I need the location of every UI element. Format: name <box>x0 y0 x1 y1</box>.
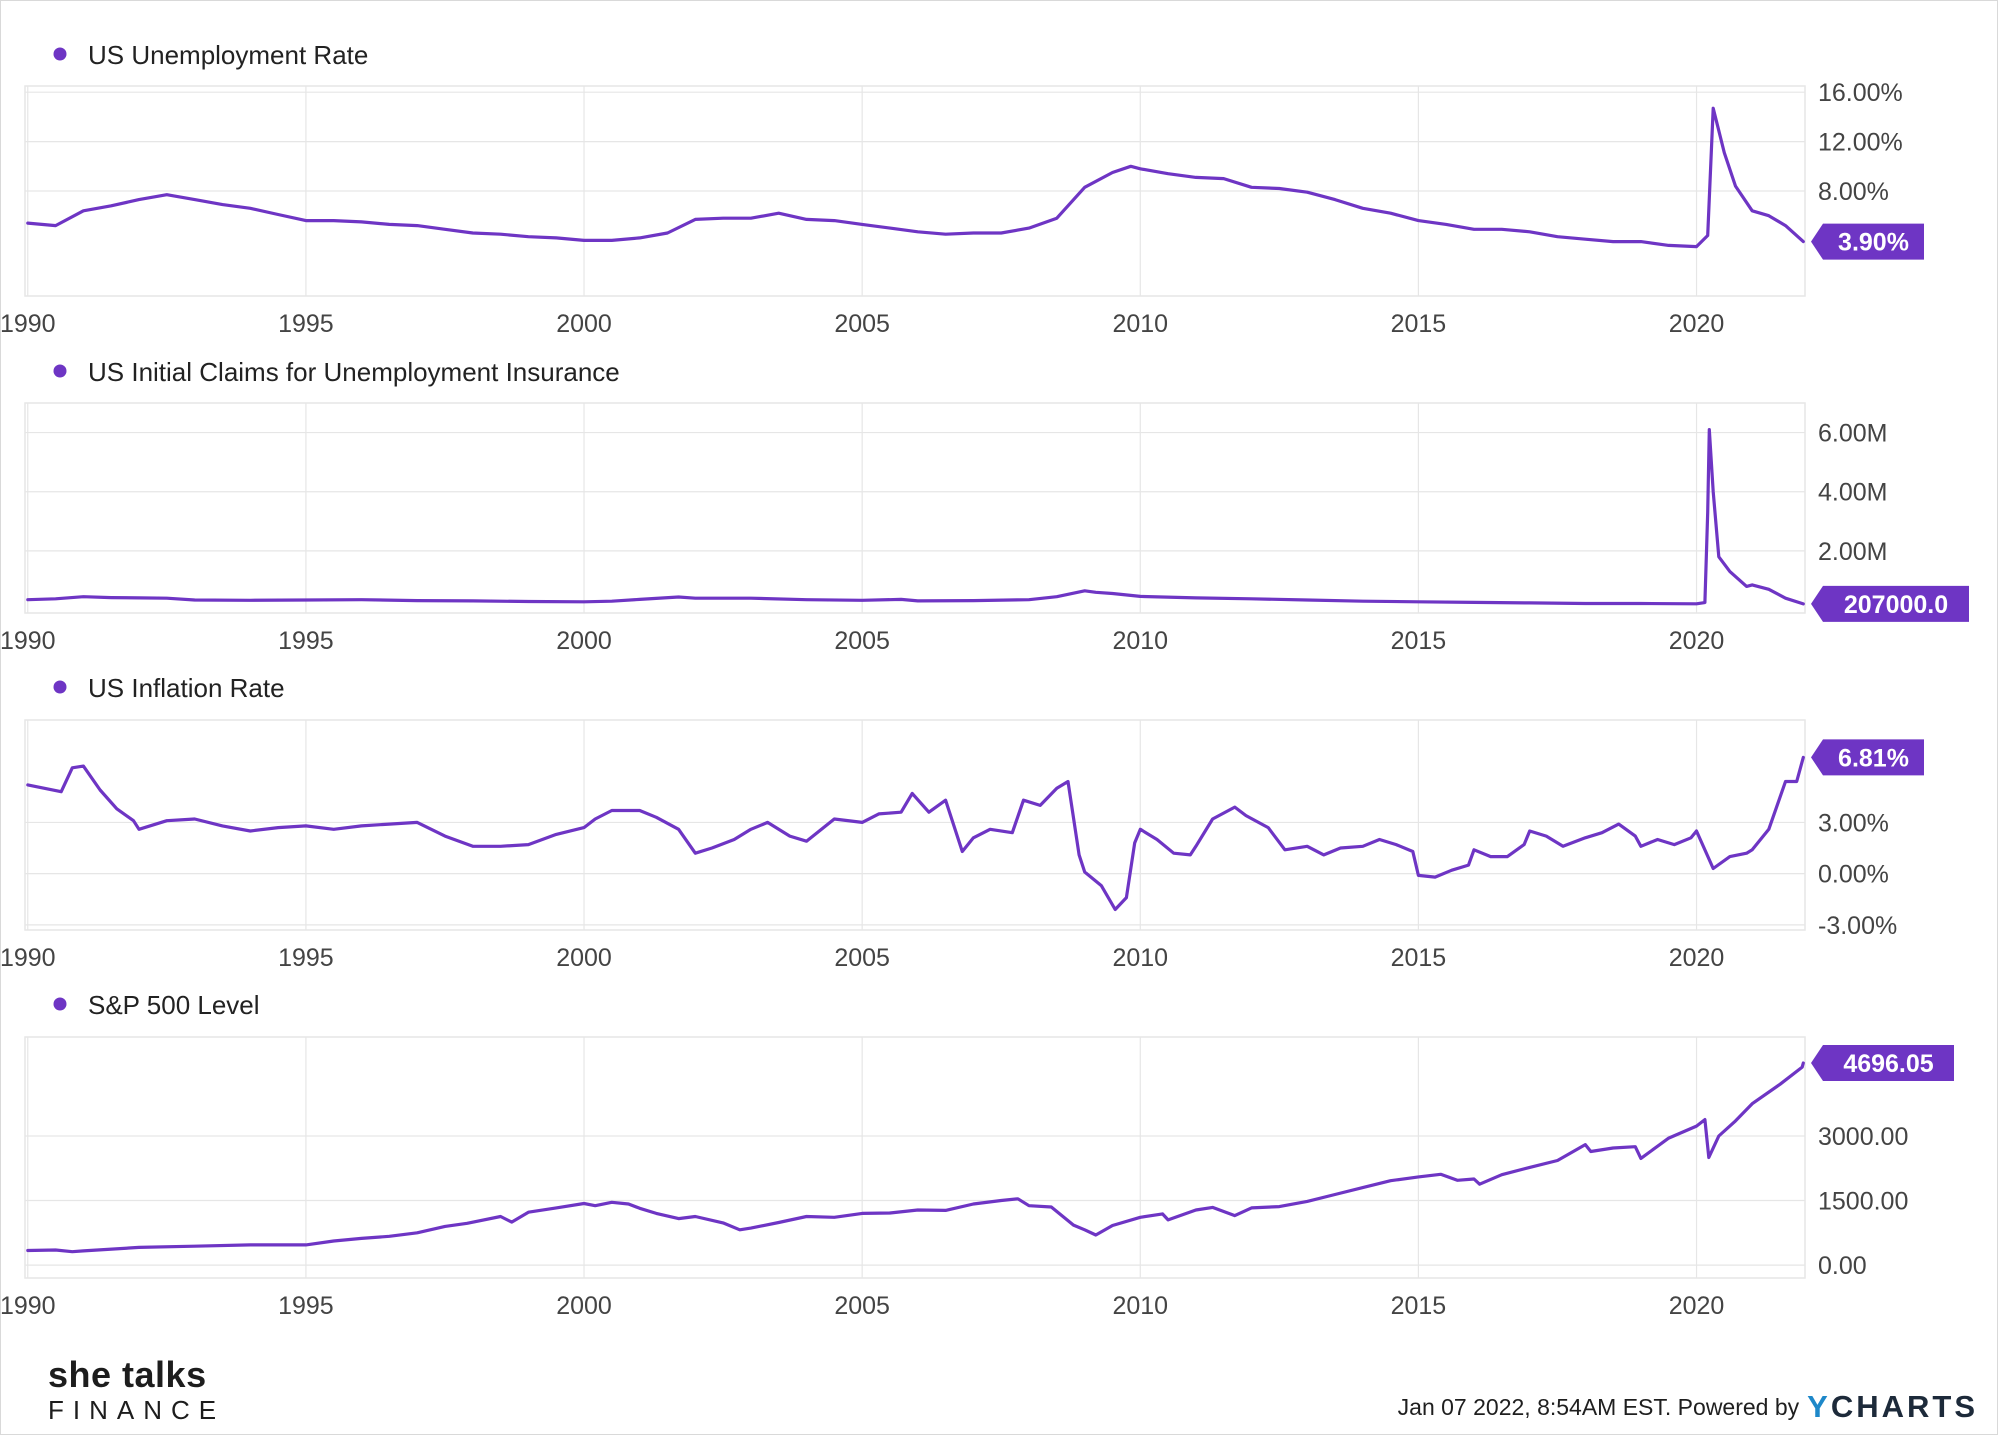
chart-panel-3: 1990 1995 2000 2005 2010 2015 2020 3.00% 0.00% -3… <box>0 673 1924 972</box>
x-tick-label: 1995 <box>278 310 334 338</box>
chart-title: US Initial Claims for Unemployment Insur… <box>88 357 620 387</box>
brand-main-text: she talks <box>48 1354 207 1395</box>
y-tick-label: -3.00% <box>1818 912 1897 940</box>
x-tick-label: 2000 <box>556 1292 612 1320</box>
x-tick-label: 2015 <box>1391 944 1447 972</box>
y-tick-label: 3.00% <box>1818 809 1889 837</box>
credit-text: Jan 07 2022, 8:54AM EST. Powered by <box>1397 1393 1800 1420</box>
y-tick-label: 3000.00 <box>1818 1123 1908 1151</box>
y-tick-label: 12.00% <box>1818 129 1903 157</box>
chart-title: US Unemployment Rate <box>88 40 368 70</box>
plot-area <box>24 719 1806 931</box>
x-tick-label: 1995 <box>278 944 334 972</box>
y-tick-label: 0.00% <box>1818 861 1889 889</box>
chart-panel-1: 1990 1995 2000 2005 2010 2015 2020 16.00% 12.00%… <box>0 40 1924 338</box>
chart-title: US Inflation Rate <box>88 673 285 703</box>
plot-area <box>24 1036 1806 1279</box>
x-tick-label: 2010 <box>1112 310 1168 338</box>
y-tick-label: 6.00M <box>1818 420 1887 448</box>
x-tick-label: 2010 <box>1112 1292 1168 1320</box>
x-tick-label: 1995 <box>278 1292 334 1320</box>
x-tick-label: 2010 <box>1112 944 1168 972</box>
series-line <box>26 755 1805 912</box>
x-tick-label: 2020 <box>1669 944 1725 972</box>
ycharts-logo-y: Y <box>1807 1389 1831 1424</box>
x-tick-label: 2020 <box>1669 310 1725 338</box>
x-tick-label: 2020 <box>1669 627 1725 655</box>
ycharts-logo[interactable]: YCHARTS <box>1807 1389 1978 1425</box>
chart-panel-4: 1990 1995 2000 2005 2010 2015 2020 3000.00 1500.… <box>0 990 1954 1320</box>
tag-value-label: 207000.0 <box>1844 591 1948 619</box>
last-value-tag: 4696.05 <box>1811 1044 1954 1081</box>
shetalks-logo: she talks FINANCE <box>48 1354 226 1426</box>
y-tick-label: 16.00% <box>1818 79 1903 107</box>
tag-shape <box>1811 585 1969 622</box>
footer-credit: Jan 07 2022, 8:54AM EST. Powered by YCHA… <box>1398 1389 1978 1425</box>
x-tick-label: 2020 <box>1669 1292 1725 1320</box>
series-line <box>26 1061 1805 1254</box>
y-tick-label: 1500.00 <box>1818 1188 1908 1216</box>
y-tick-label: 2.00M <box>1818 538 1887 566</box>
x-tick-label: 2010 <box>1112 627 1168 655</box>
plot-area <box>24 402 1806 614</box>
x-tick-label: 2000 <box>556 627 612 655</box>
legend-dot <box>53 364 67 378</box>
tag-shape <box>1811 223 1924 260</box>
x-tick-label: 1990 <box>0 944 56 972</box>
x-tick-label: 2005 <box>834 1292 890 1320</box>
series-line <box>26 106 1805 249</box>
legend-dot <box>53 680 67 694</box>
x-tick-label: 2000 <box>556 944 612 972</box>
last-value-tag: 3.90% <box>1811 223 1924 260</box>
legend-dot <box>53 47 67 61</box>
tag-shape <box>1811 739 1924 776</box>
y-tick-label: 8.00% <box>1818 178 1889 206</box>
chart-title: S&P 500 Level <box>88 990 260 1020</box>
tag-value-label: 6.81% <box>1838 744 1909 772</box>
brand-sub-text: FINANCE <box>48 1395 226 1425</box>
y-tick-label: 4.00M <box>1818 479 1887 507</box>
x-tick-label: 2005 <box>834 310 890 338</box>
tag-shape <box>1811 1044 1954 1081</box>
x-tick-label: 2015 <box>1391 1292 1447 1320</box>
x-tick-label: 2005 <box>834 944 890 972</box>
x-tick-label: 2005 <box>834 627 890 655</box>
x-tick-label: 2015 <box>1391 627 1447 655</box>
last-value-tag: 207000.0 <box>1811 585 1969 622</box>
ycharts-logo-rest: CHARTS <box>1830 1389 1978 1424</box>
tag-value-label: 4696.05 <box>1843 1050 1933 1078</box>
tag-value-label: 3.90% <box>1838 229 1909 257</box>
y-tick-label: 0.00 <box>1818 1252 1867 1280</box>
x-tick-label: 2000 <box>556 310 612 338</box>
series-line <box>26 428 1805 606</box>
x-tick-label: 2015 <box>1391 310 1447 338</box>
chart-panel-2: 1990 1995 2000 2005 2010 2015 2020 6.00M 4.00M 2.… <box>0 357 1969 655</box>
x-tick-label: 1995 <box>278 627 334 655</box>
x-tick-label: 1990 <box>0 1292 56 1320</box>
last-value-tag: 6.81% <box>1811 739 1924 776</box>
x-tick-label: 1990 <box>0 310 56 338</box>
legend-dot <box>53 997 67 1011</box>
x-tick-label: 1990 <box>0 627 56 655</box>
